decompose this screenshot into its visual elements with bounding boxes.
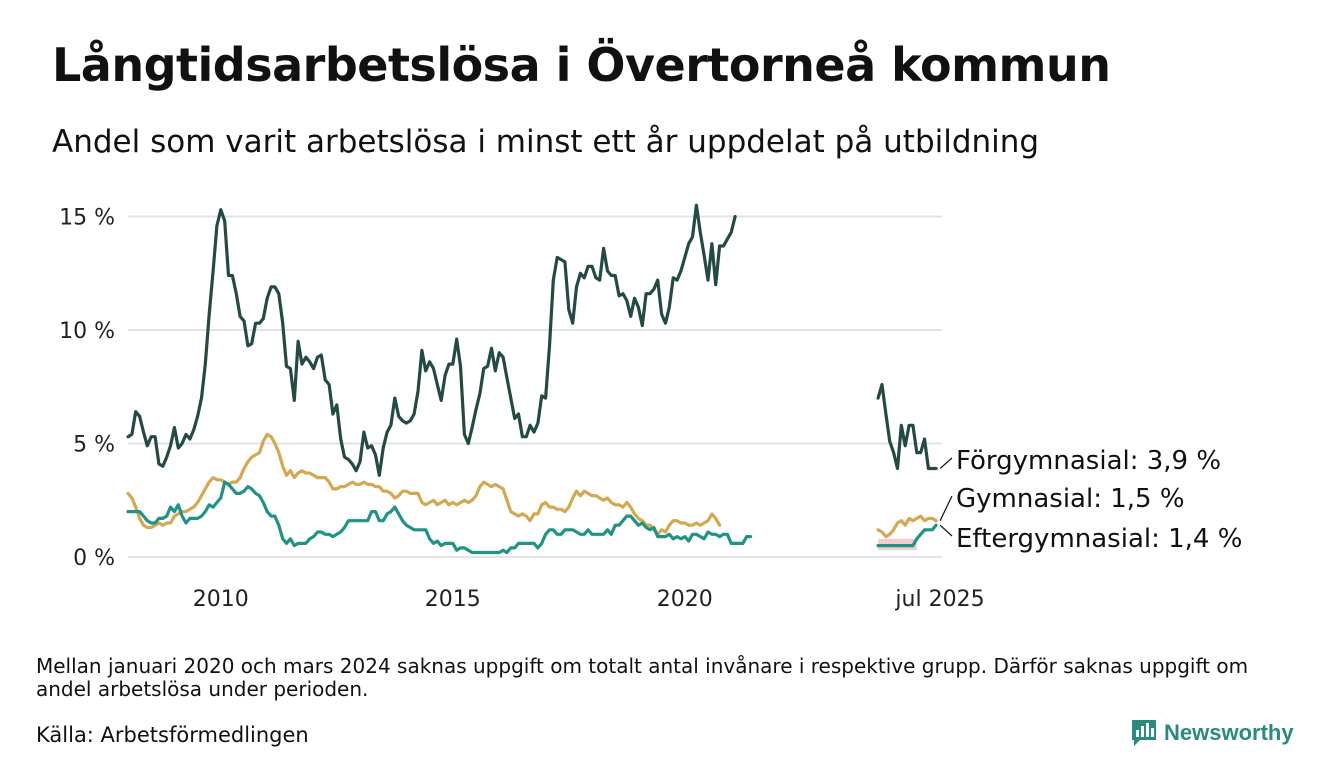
source-text: Källa: Arbetsförmedlingen: [36, 723, 309, 747]
line-chart: 0 % 5 % 10 % 15 % 2010 2015 2020 jul 2025 Förgym…: [59, 203, 1242, 612]
footnote: Mellan januari 2020 och mars 2024 saknas…: [36, 654, 1249, 701]
x-tick-label: jul 2025: [894, 587, 984, 612]
label-leader-line: [939, 524, 953, 537]
brand-logo: Newsworthy: [1130, 718, 1294, 748]
page-subtitle: Andel som varit arbetslösa i minst ett å…: [52, 124, 1040, 160]
series-line-gymnasial: [126, 432, 722, 536]
series-line-eftergymnasial: [876, 523, 938, 548]
x-tick-label: 2015: [425, 587, 481, 612]
y-tick-label: 15 %: [59, 206, 115, 231]
series-line-forgymnasial: [126, 203, 737, 477]
series-line-forgymnasial: [876, 382, 938, 471]
label-leader-line: [939, 495, 953, 521]
end-label-forgymnasial: Förgymnasial: 3,9 %: [956, 446, 1221, 476]
series-line-gymnasial: [876, 514, 938, 539]
y-tick-label: 10 %: [59, 319, 115, 344]
x-tick-label: 2010: [193, 587, 249, 612]
y-tick-label: 5 %: [73, 433, 115, 458]
series-line-eftergymnasial: [126, 480, 753, 555]
end-label-eftergymnasial: Eftergymnasial: 1,4 %: [956, 524, 1242, 554]
page-title: Långtidsarbetslösa i Övertorneå kommun: [52, 38, 1111, 92]
brand-name: Newsworthy: [1164, 720, 1294, 745]
label-leader-line: [939, 457, 953, 469]
x-tick-label: 2020: [657, 587, 713, 612]
end-label-gymnasial: Gymnasial: 1,5 %: [956, 484, 1185, 514]
y-tick-label: 0 %: [73, 546, 115, 571]
bar-chart-speech-bubble-icon: [1132, 720, 1156, 746]
